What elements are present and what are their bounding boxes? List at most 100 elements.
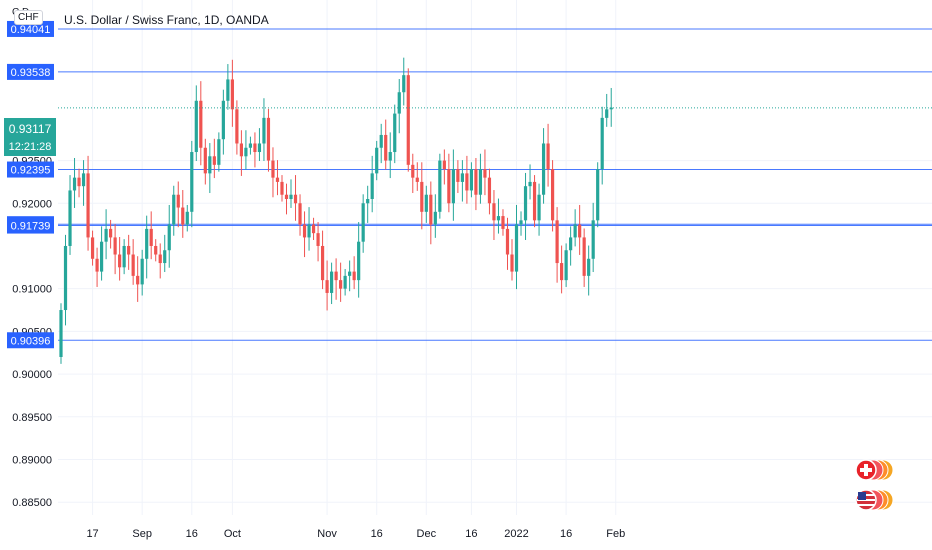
symbol-logo[interactable]: C D CHF <box>4 4 46 30</box>
candle-up <box>194 85 198 161</box>
x-tick-label: Sep <box>132 528 152 540</box>
candle-down <box>86 155 90 251</box>
candle-up <box>81 160 86 206</box>
candle-down <box>199 81 203 166</box>
candle-up <box>460 160 464 202</box>
candle-up <box>307 207 311 251</box>
candle-up <box>519 211 523 236</box>
candle-down <box>334 258 338 300</box>
candle-up <box>433 194 437 238</box>
candle-up <box>172 185 176 236</box>
candle-down <box>109 219 113 249</box>
candle-up <box>596 162 600 228</box>
candle-down <box>582 228 586 287</box>
candle-down <box>415 162 419 191</box>
level-label: 0.90396 <box>11 335 51 347</box>
candle-down <box>456 160 460 194</box>
candle-up <box>68 175 72 255</box>
candle-down <box>154 239 158 262</box>
candle-up <box>564 243 568 287</box>
candle-up <box>190 140 194 228</box>
candle-down <box>239 130 243 176</box>
candle-down <box>118 237 122 281</box>
candle-down <box>442 149 446 185</box>
candle-up <box>478 153 483 204</box>
candle-down <box>339 262 343 302</box>
candle-up <box>59 303 63 364</box>
x-tick-label: Oct <box>224 528 241 540</box>
candle-down <box>505 217 510 270</box>
candle-down <box>149 211 153 260</box>
candle-up <box>185 204 189 232</box>
candle-up <box>451 149 455 221</box>
candle-down <box>474 158 478 211</box>
level-labels: 0.940410.935380.923950.917550.917390.903… <box>7 20 54 349</box>
candle-up <box>257 128 262 161</box>
level-label: 0.94041 <box>11 24 51 36</box>
candle-up <box>496 198 501 234</box>
candle-up <box>226 64 230 110</box>
candle-down <box>406 68 410 172</box>
level-label-bg <box>7 63 54 80</box>
candle-down <box>487 168 492 215</box>
candle-down <box>429 181 433 245</box>
y-tick-label: 0.89500 <box>12 412 52 424</box>
candle-up <box>587 245 591 296</box>
candle-up <box>609 87 613 127</box>
level-label: 0.91739 <box>11 221 51 233</box>
candle-down <box>510 239 514 281</box>
candle-up <box>438 153 442 219</box>
candle-up <box>63 234 68 326</box>
candle-up <box>424 185 428 223</box>
x-tick-label: Dec <box>417 528 437 540</box>
candle-down <box>316 222 320 262</box>
candle-down <box>465 155 469 204</box>
candle-up <box>289 179 293 208</box>
candle-up <box>244 130 248 170</box>
candle-up <box>375 140 379 181</box>
chart-title: U.S. Dollar / Swiss Franc, 1D, OANDA <box>64 13 269 27</box>
candle-down <box>501 209 505 236</box>
candle-down <box>311 217 316 240</box>
candle-down <box>158 243 162 279</box>
candle-up <box>541 128 546 204</box>
y-tick-label: 0.92000 <box>12 198 52 210</box>
candle-down <box>131 239 135 285</box>
candle-up <box>167 204 171 268</box>
candle-up <box>221 89 225 155</box>
candle-up <box>72 158 77 208</box>
candle-up <box>523 172 528 240</box>
price-value: 0.93117 <box>9 122 52 136</box>
candle-up <box>469 162 474 198</box>
price-label-bg <box>4 118 56 156</box>
candle-up <box>591 202 595 273</box>
horizontal-levels <box>58 28 932 341</box>
candle-up <box>262 98 266 161</box>
x-tick-label: 16 <box>465 528 477 540</box>
candle-up <box>569 226 573 266</box>
candle-down <box>284 183 289 215</box>
x-tick-label: 16 <box>186 528 198 540</box>
candle-down <box>90 230 95 266</box>
candle-up <box>528 164 532 200</box>
candle-up <box>145 215 149 279</box>
x-tick-label: Feb <box>606 528 625 540</box>
candle-down <box>253 132 257 168</box>
candle-down <box>546 123 550 187</box>
candle-up <box>388 132 392 179</box>
candle-down <box>212 138 216 179</box>
candle-down <box>550 160 555 232</box>
candle-down <box>266 108 271 172</box>
candle-down <box>420 162 424 230</box>
candle-down <box>293 175 298 221</box>
x-tick-label: Nov <box>317 528 337 540</box>
candle-up <box>208 143 212 194</box>
candle-up <box>361 194 365 253</box>
grid-lines <box>58 0 932 515</box>
candle-up <box>393 104 397 164</box>
level-label: 0.93538 <box>11 67 51 79</box>
candle-up <box>357 222 361 298</box>
y-tick-label: 0.90000 <box>12 369 52 381</box>
candle-up <box>573 209 577 247</box>
